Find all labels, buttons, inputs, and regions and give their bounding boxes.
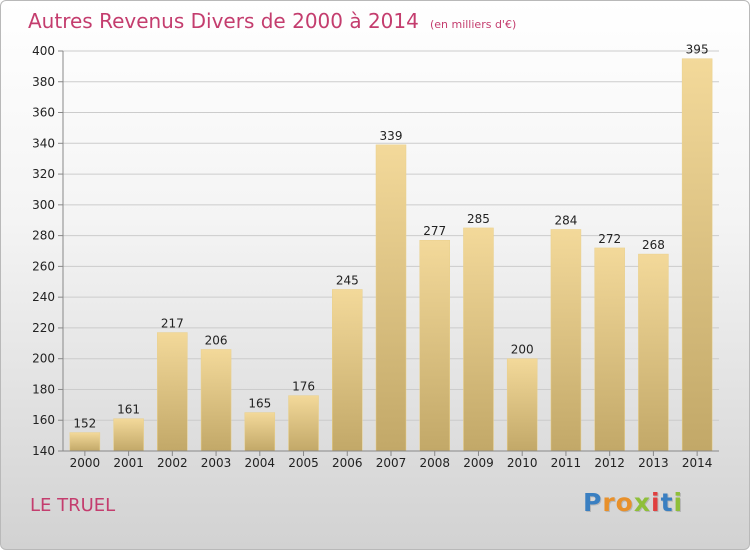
bar (506, 358, 538, 452)
bar-value-label: 152 (73, 417, 96, 431)
bar (375, 144, 407, 452)
y-tick-label: 260 (32, 259, 55, 273)
y-tick-label: 320 (32, 167, 55, 181)
bar-value-label: 285 (467, 212, 490, 226)
y-tick-label: 300 (32, 198, 55, 212)
x-tick-label: 2001 (113, 456, 144, 470)
y-tick-label: 340 (32, 136, 55, 150)
bar-value-label: 200 (511, 343, 534, 357)
bar (550, 229, 582, 452)
y-tick-label: 400 (32, 44, 55, 58)
bar-value-label: 284 (554, 213, 577, 227)
bar-value-label: 245 (336, 273, 359, 287)
bar-value-label: 165 (248, 397, 271, 411)
chart-subtitle: (en milliers d'€) (429, 18, 517, 31)
bar (638, 253, 669, 452)
x-tick-label: 2005 (288, 456, 319, 470)
x-tick-label: 2004 (245, 456, 276, 470)
x-tick-label: 2002 (157, 456, 188, 470)
x-tick-label: 2006 (332, 456, 363, 470)
bar-value-label: 272 (598, 232, 621, 246)
y-tick-label: 200 (32, 352, 55, 366)
bar-value-labels: 152 161 217 206 165 176 245 339 277 285 200 284 272 2… (73, 43, 708, 431)
logo-letter: x (633, 488, 651, 517)
x-tick-label: 2007 (376, 456, 407, 470)
x-tick-label: 2014 (682, 456, 713, 470)
x-axis-ticks: 2000 2001 2002 2003 2004 2005 2006 2007 2008 2009… (63, 450, 719, 470)
x-tick-label: 2011 (551, 456, 582, 470)
y-tick-label: 220 (32, 321, 55, 335)
proxiti-logo[interactable]: Proxiti (583, 488, 683, 517)
bar (594, 247, 625, 452)
bar-value-label: 206 (205, 333, 228, 347)
y-tick-label: 380 (32, 75, 55, 89)
logo-letter: i (673, 488, 684, 517)
y-tick-label: 280 (32, 229, 55, 243)
y-tick-label: 360 (32, 106, 55, 120)
y-tick-label: 140 (32, 444, 55, 458)
y-tick-label: 240 (32, 290, 55, 304)
x-tick-label: 2013 (638, 456, 669, 470)
bar (157, 332, 188, 452)
bar (681, 58, 713, 452)
bar (200, 349, 232, 452)
y-tick-label: 160 (32, 413, 55, 427)
logo-letter: o (615, 488, 634, 517)
bar (288, 395, 319, 452)
x-tick-label: 2010 (507, 456, 538, 470)
logo-letter: t (660, 488, 674, 517)
bar (419, 239, 450, 452)
x-tick-label: 2003 (201, 456, 232, 470)
bar-value-label: 339 (380, 129, 403, 143)
bars (69, 58, 713, 452)
logo-letter: i (651, 488, 661, 517)
logo-letter: P (583, 488, 603, 517)
x-tick-label: 2008 (419, 456, 450, 470)
chart-title: Autres Revenus Divers de 2000 à 2014 (28, 9, 419, 33)
x-tick-label: 2000 (70, 456, 101, 470)
bar-value-label: 277 (423, 224, 446, 238)
commune-name: LE TRUEL (30, 495, 116, 516)
x-tick-label: 2009 (463, 456, 494, 470)
bar-value-label: 176 (292, 380, 315, 394)
bar-value-label: 395 (686, 43, 709, 57)
chart-title-block: Autres Revenus Divers de 2000 à 2014 (en… (28, 9, 516, 33)
x-tick-label: 2012 (594, 456, 625, 470)
bar-value-label: 268 (642, 238, 665, 252)
y-axis-ticks: 140 160 180 200 220 240 260 280 300 320 340 360 380 4… (32, 44, 64, 458)
bar-value-label: 217 (161, 317, 184, 331)
bar (113, 418, 144, 452)
bar (332, 289, 363, 452)
bar (463, 227, 494, 452)
bar-value-label: 161 (117, 403, 140, 417)
logo-letter: r (602, 488, 616, 517)
bar (244, 412, 276, 452)
bar (69, 432, 101, 452)
y-tick-label: 180 (32, 382, 55, 396)
